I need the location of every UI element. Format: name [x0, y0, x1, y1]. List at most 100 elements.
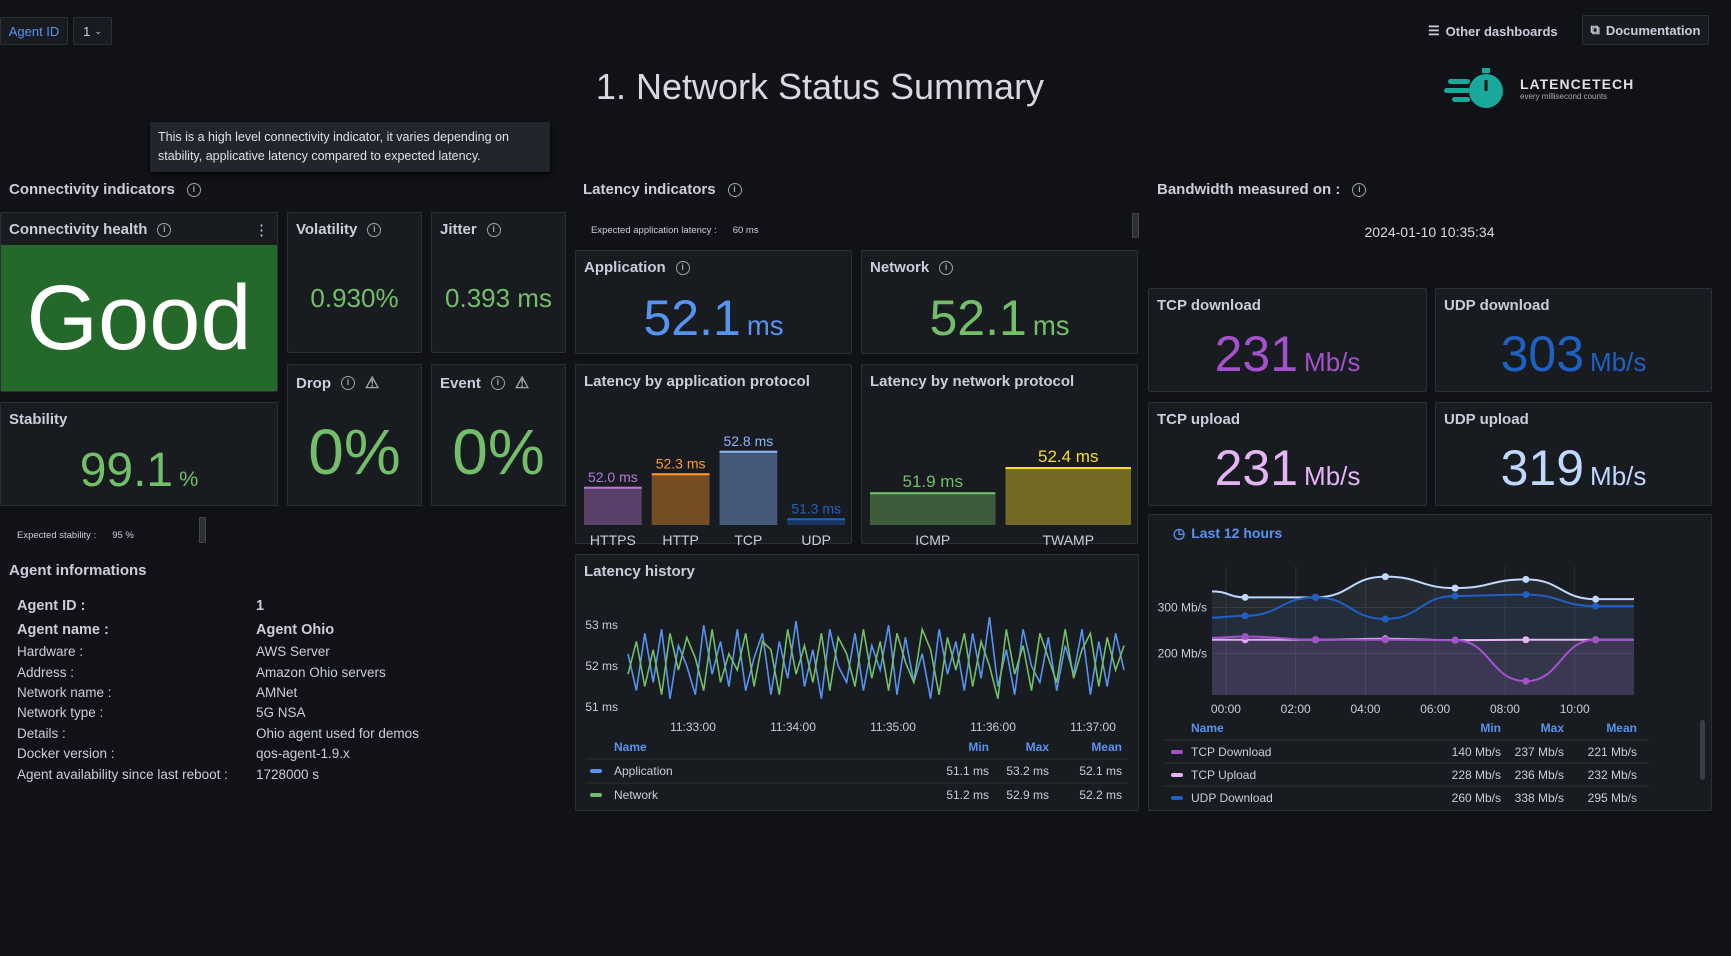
- legend-scrollbar[interactable]: [1700, 720, 1705, 780]
- section-title-text: Connectivity indicators: [9, 181, 175, 198]
- udp-download-value: 303 Mb/s: [1436, 325, 1711, 383]
- documentation-label: Documentation: [1605, 22, 1701, 38]
- data-point: [1522, 575, 1530, 583]
- jitter-value: 0.393 ms: [445, 283, 552, 313]
- bandwidth-date: 2024-01-10 10:35:34: [1364, 224, 1495, 240]
- other-dashboards-button[interactable]: ☰ Other dashboards: [1428, 23, 1558, 39]
- info-icon[interactable]: i: [675, 260, 690, 275]
- agent-info-label: Address :: [17, 665, 75, 680]
- time-range-label: Last 12 hours: [1191, 525, 1283, 541]
- scrollbar[interactable]: [199, 517, 206, 543]
- legend-value: 236 Mb/s: [1515, 768, 1564, 782]
- legend-value: 51.2 ms: [946, 788, 989, 802]
- drop-panel: Drop i ⚠ 0%: [287, 364, 422, 506]
- time-range-button[interactable]: ◷ Last 12 hours: [1173, 525, 1282, 542]
- info-icon[interactable]: i: [157, 222, 172, 237]
- udp-upload-value: 319 Mb/s: [1436, 439, 1711, 497]
- y-tick-label: 300 Mb/s: [1158, 600, 1207, 614]
- network-latency-panel: Network i 52.1 ms: [861, 250, 1138, 354]
- info-icon[interactable]: i: [367, 222, 382, 237]
- bar-value-label: 52.3 ms: [656, 455, 706, 471]
- info-icon[interactable]: i: [490, 376, 505, 390]
- tcp-upload-value: 231 Mb/s: [1149, 439, 1426, 497]
- info-icon[interactable]: i: [1352, 182, 1367, 197]
- value-unit: Mb/s: [1304, 347, 1361, 377]
- latency-history-chart: 53 ms 52 ms 51 ms 11:33:00 11:34:00 11:35:00 1…: [585, 616, 1128, 802]
- legend-color-swatch: [1171, 773, 1183, 777]
- event-panel: Event i ⚠ 0%: [431, 364, 566, 506]
- section-title-text: Latency indicators: [583, 181, 716, 198]
- net-protocol-bar-chart: 51.9 ms ICMP 52.4 ms TWAMP: [870, 447, 1131, 545]
- network-latency-value: 52.1 ms: [862, 289, 1137, 347]
- agent-info-label: Agent availability since last reboot :: [17, 767, 228, 782]
- value-unit: Mb/s: [1304, 461, 1361, 491]
- legend-value: 232 Mb/s: [1588, 768, 1637, 782]
- application-latency-panel: Application i 52.1 ms: [575, 250, 852, 354]
- info-icon[interactable]: i: [939, 260, 954, 275]
- info-icon[interactable]: i: [186, 182, 201, 197]
- legend-header: Min: [968, 740, 989, 754]
- x-tick-label: 02:00: [1281, 702, 1311, 716]
- udp-download-panel: UDP download 303 Mb/s: [1435, 288, 1712, 392]
- legend-value: 53.2 ms: [1006, 764, 1049, 778]
- data-point: [1592, 636, 1600, 644]
- event-value: 0%: [452, 416, 545, 488]
- agent-info-value: AWS Server: [256, 644, 330, 659]
- bar-top: [1005, 467, 1131, 470]
- panel-title: Latency by application protocol: [584, 373, 810, 390]
- data-point: [1381, 615, 1389, 623]
- bar: [870, 492, 996, 525]
- warning-icon: ⚠: [365, 375, 380, 392]
- panel-title: UDP download: [1444, 297, 1550, 314]
- expected-stability-value: 95 %: [112, 530, 134, 541]
- value-number: 231: [1214, 326, 1299, 382]
- agent-section-title: Agent informations: [9, 562, 147, 579]
- x-tick-label: 04:00: [1350, 702, 1380, 716]
- agent-info-label: Network name :: [17, 685, 112, 700]
- scrollbar[interactable]: [1132, 213, 1139, 238]
- data-point: [1451, 592, 1459, 600]
- y-tick-label: 51 ms: [585, 700, 618, 714]
- bar-top: [584, 486, 642, 489]
- expected-latency-label: Expected application latency :: [591, 225, 717, 236]
- legend-value: 52.1 ms: [1079, 764, 1122, 778]
- agent-info-value: AMNet: [256, 685, 298, 700]
- data-point: [1522, 591, 1530, 599]
- y-tick-label: 52 ms: [585, 659, 618, 673]
- bandwidth-chart: 00:00 02:00 04:00 06:00 08:00 10:00 300 Mb/s 20…: [1158, 566, 1649, 805]
- legend-color-swatch: [590, 769, 602, 773]
- x-tick-label: 11:33:00: [670, 720, 716, 734]
- panel-title-text: Connectivity health: [9, 221, 148, 238]
- panel-title-text: Event: [440, 374, 481, 392]
- application-latency-value: 52.1 ms: [576, 289, 851, 347]
- x-tick-label: 11:37:00: [1070, 720, 1116, 734]
- legend-header: Mean: [1606, 721, 1637, 735]
- info-icon[interactable]: i: [341, 376, 355, 390]
- data-point: [1241, 593, 1249, 601]
- panel-title: TCP download: [1157, 297, 1261, 314]
- documentation-button[interactable]: ⧉ Documentation: [1582, 15, 1709, 45]
- value-number: 303: [1500, 326, 1585, 382]
- value-number: 52.1: [643, 290, 741, 346]
- connectivity-section-title: Connectivity indicators i: [9, 181, 201, 198]
- health-value: Good: [1, 245, 277, 391]
- panel-title: Drop i ⚠: [296, 373, 379, 393]
- panel-title: Stability: [9, 411, 68, 428]
- series-line: [1211, 635, 1634, 683]
- stability-unit: %: [179, 466, 199, 491]
- panel-menu-icon[interactable]: ⋮: [254, 222, 269, 239]
- data-point: [1592, 595, 1600, 603]
- info-icon[interactable]: i: [486, 222, 501, 237]
- agent-id-select[interactable]: 1 ⌄: [73, 17, 112, 45]
- data-point: [1451, 584, 1459, 592]
- info-icon[interactable]: i: [727, 182, 742, 197]
- expected-stability-label: Expected stability :: [17, 530, 97, 541]
- agent-info-value: Amazon Ohio servers: [256, 665, 386, 680]
- legend-value: 228 Mb/s: [1452, 768, 1501, 782]
- series-area: [1212, 576, 1634, 695]
- latency-history-panel: Latency history 53 ms 52 ms 51 ms 11:33:00 1…: [575, 554, 1139, 811]
- value-unit: ms: [746, 310, 784, 341]
- expected-latency-value: 60 ms: [732, 225, 759, 236]
- agent-info-value: Ohio agent used for demos: [256, 726, 419, 741]
- expected-stability: Expected stability : 95 %: [17, 530, 134, 541]
